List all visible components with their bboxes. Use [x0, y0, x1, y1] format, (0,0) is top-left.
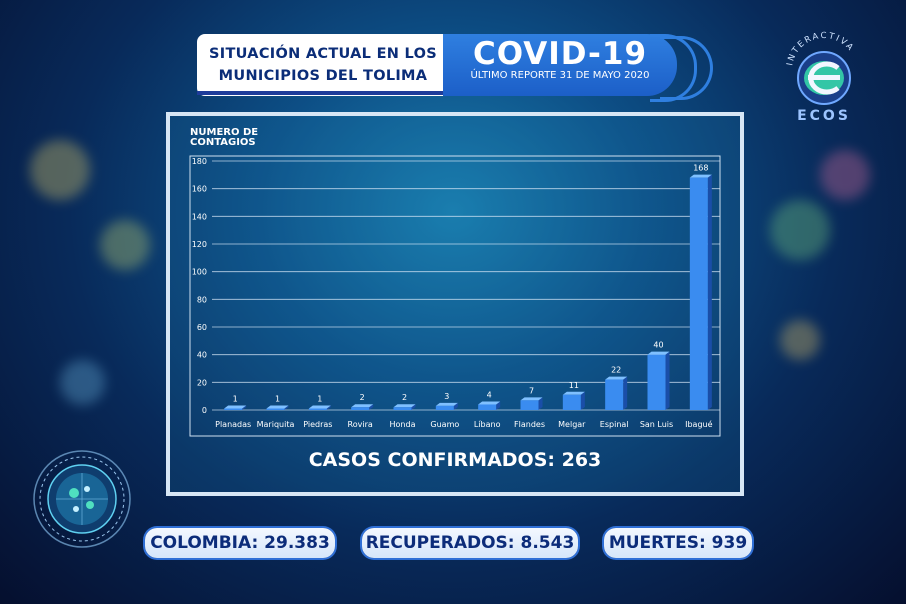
y-tick-label: 120 [192, 240, 207, 249]
data-label: 7 [529, 386, 534, 395]
y-tick-label: 100 [192, 268, 207, 277]
bar-chart: NUMERO DE CONTAGIOS0204060801001201401601… [189, 127, 721, 437]
bar [520, 400, 539, 410]
header-underline [197, 91, 449, 95]
data-label: 22 [611, 366, 621, 375]
stat-muertes: MUERTES: 939 [604, 528, 752, 558]
x-tick-label: San Luis [640, 420, 673, 429]
data-label: 2 [360, 393, 365, 402]
bar [435, 405, 454, 410]
bar-side [284, 405, 289, 410]
bar-top [393, 404, 416, 408]
bokeh-light [60, 360, 105, 405]
bar-side [580, 391, 585, 410]
bokeh-light [100, 220, 150, 270]
bar-top [520, 397, 543, 401]
bar [562, 394, 581, 410]
bar-side [665, 351, 670, 410]
y-tick-label: 80 [197, 295, 207, 304]
bar [689, 177, 708, 410]
bar-top [435, 402, 458, 406]
bokeh-light [780, 320, 820, 360]
data-label: 3 [444, 392, 449, 401]
data-label: 11 [569, 381, 579, 390]
bar-top [689, 174, 712, 178]
bar-side [538, 397, 543, 410]
bar-top [562, 391, 585, 395]
bokeh-light [820, 150, 870, 200]
chart-frame: NUMERO DE CONTAGIOS 0 20 40 60 80 100 120 140 160 1… [166, 112, 744, 496]
bar-top [351, 404, 374, 408]
bar-top [605, 376, 628, 380]
data-label: 40 [653, 341, 663, 350]
x-tick-label: Piedras [303, 420, 332, 429]
y-tick-label: 20 [197, 378, 207, 387]
stat-recuperados: RECUPERADOS: 8.543 [362, 528, 578, 558]
bar-side [496, 401, 501, 410]
bar-side [326, 405, 331, 410]
covid-title: COVID-19 [472, 36, 648, 72]
bar [266, 408, 285, 410]
bar-side [411, 404, 416, 410]
bar-top [308, 405, 331, 409]
bar [393, 407, 412, 410]
x-tick-label: Espinal [600, 420, 629, 429]
x-tick-label: Ibagué [685, 419, 712, 429]
y-tick-label: 160 [192, 185, 207, 194]
data-label: 1 [275, 395, 280, 404]
y-tick-label: 40 [197, 351, 207, 360]
data-label: 2 [402, 393, 407, 402]
bar [605, 379, 624, 410]
bar-side [623, 376, 628, 410]
y-tick-label: 180 [192, 157, 207, 166]
y-tick-label: 140 [192, 212, 207, 221]
bar [308, 408, 327, 410]
bar-top [647, 351, 670, 355]
x-tick-label: Rovira [348, 420, 373, 429]
data-label: 1 [233, 395, 238, 404]
bar-side [369, 404, 374, 410]
header-title-line2: MUNICIPIOS DEL TOLIMA [218, 68, 428, 84]
coronavirus-globe-icon [32, 449, 132, 549]
plot-border [189, 155, 721, 437]
x-tick-label: Guamo [430, 420, 459, 429]
logo-brand: ECOS [797, 108, 851, 124]
bar-side [242, 405, 247, 410]
x-tick-label: Líbano [474, 420, 501, 429]
header-title-line1: SITUACIÓN ACTUAL EN LOS [209, 46, 437, 62]
bar [224, 408, 243, 410]
y-axis-label: NUMERO DE CONTAGIOS [190, 127, 258, 148]
y-tick-label: 60 [197, 323, 207, 332]
report-date: ÚLTIMO REPORTE 31 DE MAYO 2020 [470, 70, 650, 81]
header-title-box: SITUACIÓN ACTUAL EN LOS MUNICIPIOS DEL T… [197, 34, 449, 96]
x-tick-label: Planadas [215, 420, 251, 429]
ecos-e-logo: INTERACTIVA ECOS [782, 28, 866, 124]
x-tick-label: Mariquita [257, 420, 295, 429]
bar-top [478, 401, 501, 405]
bokeh-light [30, 140, 90, 200]
data-label: 168 [693, 164, 708, 173]
x-tick-label: Flandes [514, 420, 545, 429]
bar-top [266, 405, 289, 409]
x-tick-label: Melgar [558, 420, 586, 429]
bar [647, 354, 666, 410]
bar [478, 404, 497, 410]
x-tick-label: Honda [390, 420, 416, 429]
y-tick-label: 0 [202, 406, 207, 415]
bar-top [224, 405, 247, 409]
covid-header-box: COVID-19 ÚLTIMO REPORTE 31 DE MAYO 2020 [443, 34, 677, 96]
header-arc-decoration [660, 36, 713, 100]
bokeh-light [770, 200, 830, 260]
data-label: 1 [317, 395, 322, 404]
stat-colombia: COLOMBIA: 29.383 [145, 528, 335, 558]
bar [351, 407, 370, 410]
bar-side [453, 402, 458, 410]
bar-side [707, 174, 712, 410]
casos-confirmados: CASOS CONFIRMADOS: 263 [308, 449, 602, 471]
data-label: 4 [487, 390, 492, 399]
